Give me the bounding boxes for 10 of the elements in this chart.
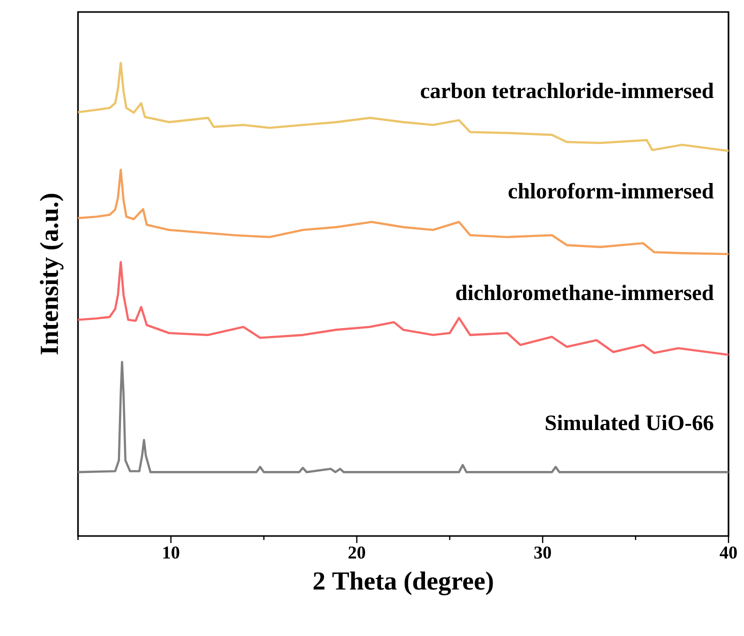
series-label: dichloromethane-immersed: [456, 284, 714, 300]
series-label: carbon tetrachloride-immersed: [420, 82, 714, 98]
x-tick-label: 10: [163, 546, 180, 559]
series-label: chloroform-immersed: [508, 182, 714, 199]
x-tick-label: 30: [534, 546, 551, 559]
y-axis-title: Intensity (a.u.): [40, 194, 64, 354]
x-tick-label: 20: [348, 546, 366, 559]
series-label: Simulated UiO-66: [546, 414, 714, 430]
x-axis-title: 2 Theta (degree): [314, 572, 493, 596]
x-tick-label: 40: [720, 546, 737, 559]
